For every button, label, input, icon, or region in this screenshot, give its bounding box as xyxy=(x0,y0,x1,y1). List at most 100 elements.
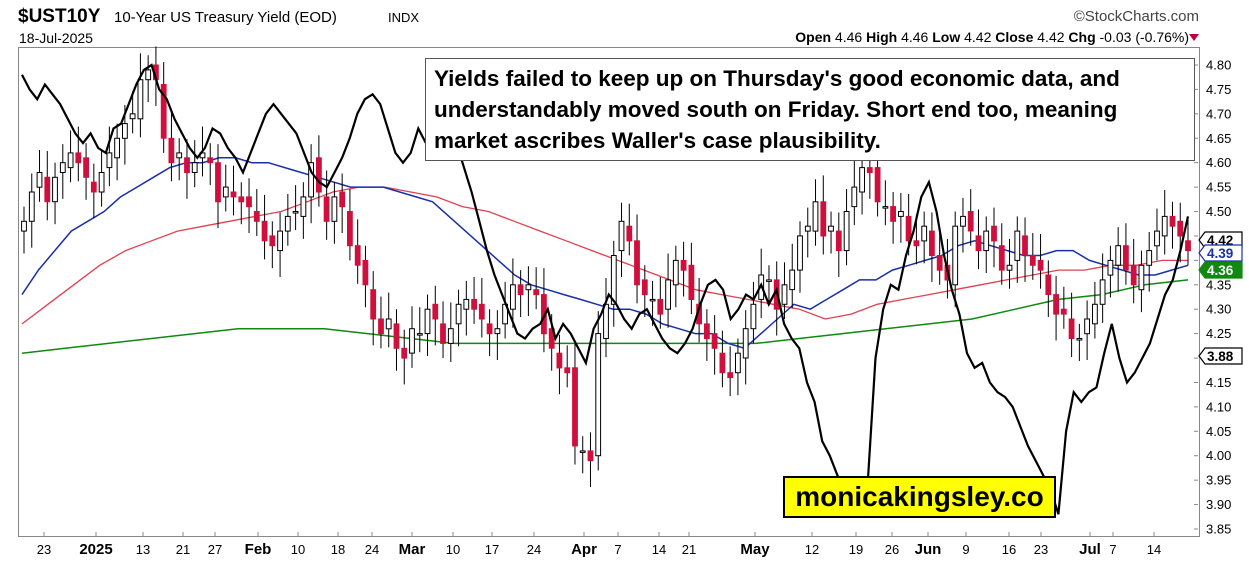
candle xyxy=(354,245,361,266)
y-tick-label: 4.25 xyxy=(1206,326,1231,341)
candle xyxy=(75,152,82,164)
annotation-box: Yields failed to keep up on Thursday's g… xyxy=(425,58,1195,161)
low-value: 4.42 xyxy=(964,29,992,45)
candle xyxy=(347,211,353,247)
candle xyxy=(672,259,679,286)
candle xyxy=(610,255,617,305)
ohlc-readout: Open 4.46 High 4.46 Low 4.42 Close 4.42 … xyxy=(795,29,1189,45)
candle xyxy=(828,225,834,232)
candle xyxy=(160,84,167,139)
candle xyxy=(67,152,74,169)
candle xyxy=(797,235,803,271)
candle xyxy=(1138,264,1145,291)
ma-mid-line xyxy=(21,186,1188,325)
candle xyxy=(711,333,718,349)
candle xyxy=(463,298,470,310)
candle xyxy=(835,230,842,252)
x-tick-label: Apr xyxy=(571,541,597,558)
candle xyxy=(634,240,640,286)
x-tick-label: 18 xyxy=(331,542,345,557)
down-arrow-icon xyxy=(1189,34,1199,41)
candle xyxy=(618,220,625,252)
watermark: monicakingsley.co xyxy=(783,476,1056,518)
candle xyxy=(222,186,229,198)
y-tick-label: 4.75 xyxy=(1206,82,1231,97)
candle xyxy=(83,157,89,178)
x-tick-label: 7 xyxy=(614,542,621,557)
y-tick-label: 4.80 xyxy=(1206,58,1231,73)
candle xyxy=(626,225,633,242)
high-value: 4.46 xyxy=(901,29,929,45)
candle xyxy=(967,211,974,232)
candle xyxy=(781,284,788,305)
candle xyxy=(1006,264,1013,271)
candle xyxy=(680,259,687,271)
x-tick-label: 24 xyxy=(527,542,541,557)
candle xyxy=(36,172,43,188)
candle xyxy=(595,333,602,457)
x-tick-label: 14 xyxy=(1147,542,1161,557)
candle xyxy=(1185,240,1191,252)
price-tag-label: 4.42 xyxy=(1207,233,1233,248)
candle xyxy=(292,211,299,214)
candle xyxy=(641,279,648,296)
candle xyxy=(657,298,664,315)
x-tick-label: 17 xyxy=(485,542,499,557)
x-tick-label: Jul xyxy=(1079,541,1101,558)
candle xyxy=(308,162,315,198)
candle xyxy=(975,235,982,252)
candle xyxy=(129,113,136,120)
candle xyxy=(494,328,501,335)
y-tick-label: 4.10 xyxy=(1206,399,1231,414)
y-tick-label: 3.85 xyxy=(1206,522,1231,537)
low-label: Low xyxy=(932,29,961,45)
candle xyxy=(52,176,58,203)
candle xyxy=(378,318,384,335)
candle xyxy=(90,181,97,193)
price-tag-label: 3.88 xyxy=(1207,349,1234,364)
candle xyxy=(284,215,291,232)
candle xyxy=(1037,259,1044,271)
candle xyxy=(416,333,423,336)
y-tick-label: 4.05 xyxy=(1206,424,1231,439)
y-tick-label: 4.35 xyxy=(1206,277,1231,292)
price-tag xyxy=(1198,261,1243,279)
candle xyxy=(471,298,478,310)
candle xyxy=(983,230,990,252)
y-tick-label: 4.60 xyxy=(1206,155,1231,170)
candle xyxy=(106,152,113,169)
chg-label: Chg xyxy=(1068,29,1096,45)
price-tag xyxy=(1198,244,1243,262)
y-tick-label: 4.30 xyxy=(1206,302,1231,317)
candle xyxy=(766,279,772,282)
y-tick-label: 4.55 xyxy=(1206,180,1231,195)
chart-date: 18-Jul-2025 xyxy=(19,30,93,46)
candle xyxy=(882,206,889,209)
x-tick-label: Mar xyxy=(399,541,426,558)
candle xyxy=(191,162,198,173)
candle xyxy=(478,303,485,320)
x-tick-label: 23 xyxy=(37,542,51,557)
candle xyxy=(905,215,912,242)
y-tick-label: 4.50 xyxy=(1206,204,1231,219)
candle xyxy=(1076,338,1083,341)
x-tick-label: Jun xyxy=(915,541,942,558)
candle xyxy=(424,308,431,335)
candle xyxy=(1029,255,1036,266)
candle xyxy=(665,279,672,310)
high-label: High xyxy=(866,29,898,45)
candle xyxy=(913,240,920,247)
x-tick-label: 19 xyxy=(849,542,863,557)
y-tick-label: 3.95 xyxy=(1206,473,1231,488)
candle xyxy=(727,372,734,379)
candle xyxy=(114,137,120,159)
candle xyxy=(1014,230,1021,261)
x-tick-label: 10 xyxy=(291,542,305,557)
x-tick-label: 7 xyxy=(1109,542,1116,557)
candle xyxy=(261,220,268,242)
candle xyxy=(362,259,369,286)
close-value: 4.42 xyxy=(1037,29,1065,45)
candle xyxy=(525,284,532,291)
y-tick-label: 4.00 xyxy=(1206,448,1231,463)
candle xyxy=(704,323,710,340)
